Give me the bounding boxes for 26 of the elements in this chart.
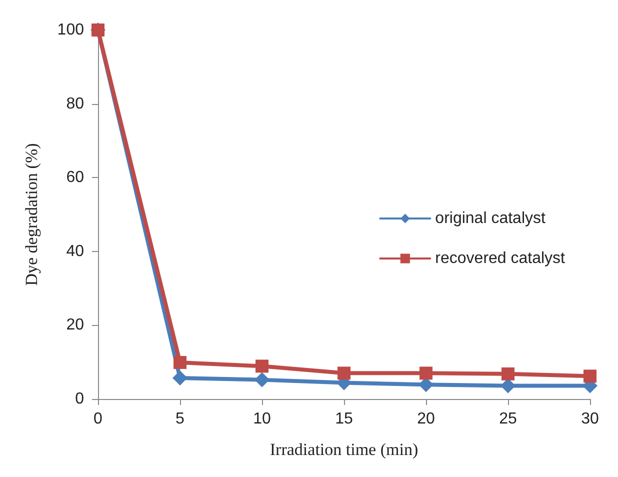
y-tick-label: 20 [66,316,84,334]
x-axis-title: Irradiation time (min) [270,440,418,459]
point [174,356,186,369]
y-tick-label: 0 [75,390,84,408]
point [420,366,432,380]
x-tick-label: 25 [499,410,517,428]
x-tick-label: 15 [335,410,353,428]
x-tick-label: 5 [176,410,185,428]
x-tick-label: 0 [94,410,103,428]
y-tick-label: 80 [66,95,84,112]
x-tick-label: 10 [253,410,271,428]
point [500,378,516,394]
point [584,370,596,383]
point [256,360,268,373]
x-tick-label: 20 [417,410,435,428]
legend-label: original catalyst [435,210,546,227]
legend-label: recovered catalyst [435,250,566,267]
x-tick-label: 30 [581,410,599,428]
point [338,366,350,380]
y-axis-title: Dye degradation (%) [22,143,41,286]
y-tick-label: 60 [66,169,84,186]
y-tick-label: 40 [66,242,84,260]
point [502,367,514,380]
point [254,372,270,388]
y-tick-label: 100 [57,22,84,38]
point [172,370,188,386]
